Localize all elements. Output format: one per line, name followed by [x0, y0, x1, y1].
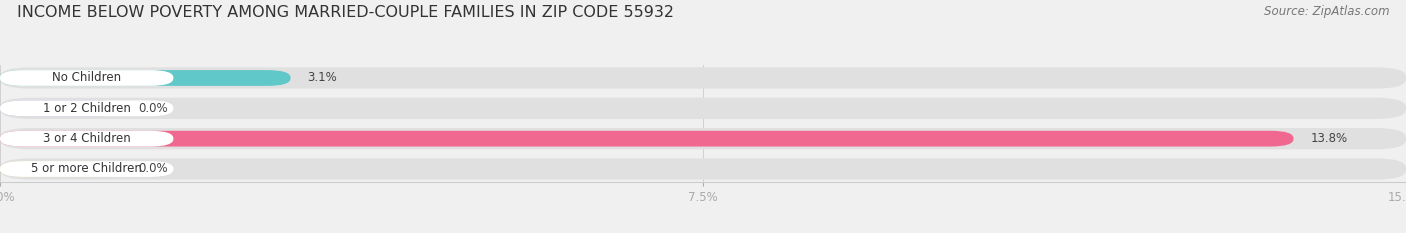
Text: 13.8%: 13.8%	[1310, 132, 1347, 145]
FancyBboxPatch shape	[0, 70, 173, 86]
FancyBboxPatch shape	[0, 100, 122, 116]
FancyBboxPatch shape	[0, 131, 1294, 147]
Text: Source: ZipAtlas.com: Source: ZipAtlas.com	[1264, 5, 1389, 18]
Text: INCOME BELOW POVERTY AMONG MARRIED-COUPLE FAMILIES IN ZIP CODE 55932: INCOME BELOW POVERTY AMONG MARRIED-COUPL…	[17, 5, 673, 20]
Text: 0.0%: 0.0%	[139, 162, 169, 175]
FancyBboxPatch shape	[0, 131, 173, 147]
Text: 3.1%: 3.1%	[308, 72, 337, 85]
Text: 0.0%: 0.0%	[139, 102, 169, 115]
FancyBboxPatch shape	[0, 98, 1406, 119]
FancyBboxPatch shape	[0, 70, 291, 86]
FancyBboxPatch shape	[0, 161, 173, 177]
Text: No Children: No Children	[52, 72, 121, 85]
Text: 3 or 4 Children: 3 or 4 Children	[42, 132, 131, 145]
FancyBboxPatch shape	[0, 128, 1406, 149]
FancyBboxPatch shape	[0, 158, 1406, 180]
Text: 1 or 2 Children: 1 or 2 Children	[42, 102, 131, 115]
Text: 5 or more Children: 5 or more Children	[31, 162, 142, 175]
FancyBboxPatch shape	[0, 100, 173, 116]
FancyBboxPatch shape	[0, 161, 122, 177]
FancyBboxPatch shape	[0, 67, 1406, 89]
